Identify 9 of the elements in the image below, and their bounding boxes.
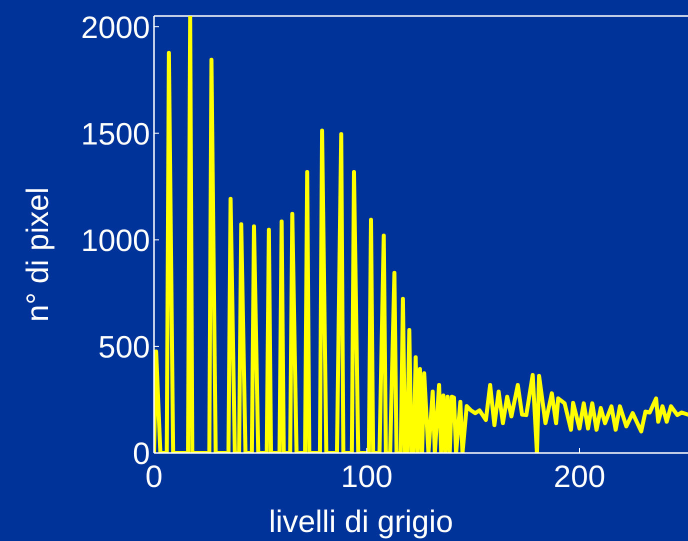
x-tick-label: 100	[340, 459, 393, 494]
x-axis-title: livelli di grigio	[268, 504, 454, 539]
y-tick-label: 500	[98, 330, 150, 365]
y-tick-label: 1500	[81, 116, 150, 152]
line-series	[154, 16, 688, 453]
y-tick-label: 2000	[81, 10, 150, 45]
y-axis-title: n° di pixel	[20, 187, 55, 322]
y-tick-label: 1000	[81, 222, 150, 258]
x-tick-label: 200	[554, 459, 606, 494]
